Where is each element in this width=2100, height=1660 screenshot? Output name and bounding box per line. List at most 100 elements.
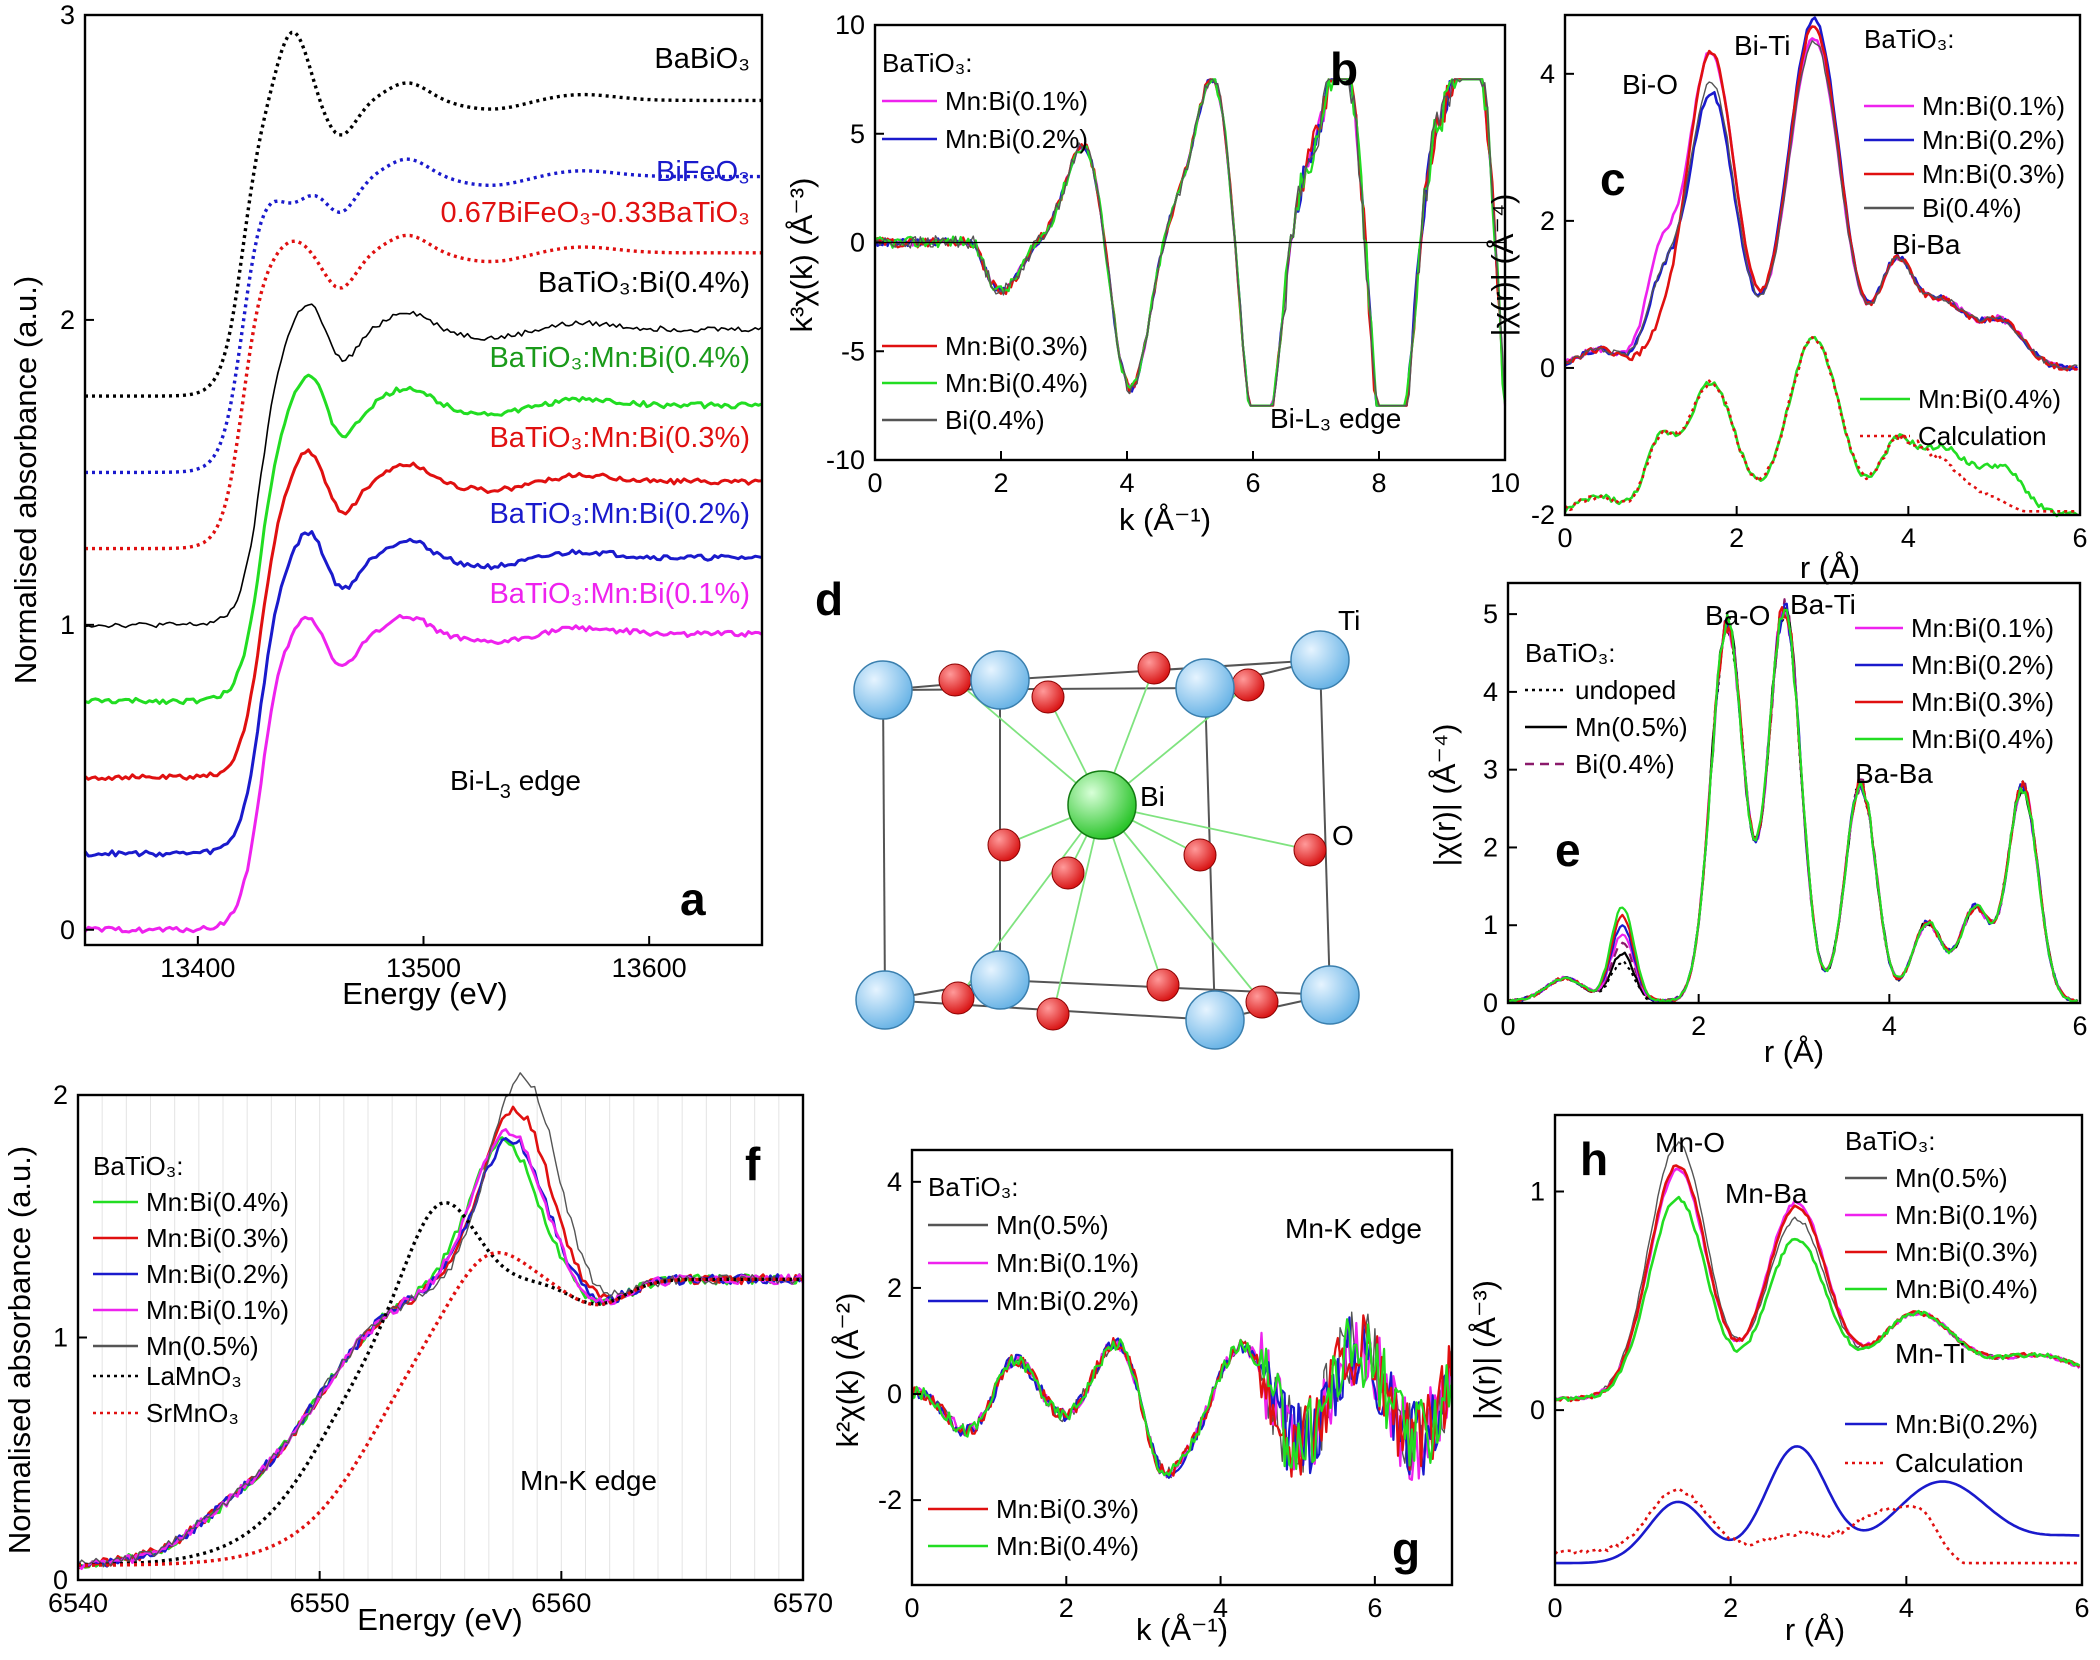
h-xtick-label: 0 xyxy=(1547,1593,1562,1623)
panel-a: 13400 13500 13600 0 1 2 3 Energy (eV) Normalis… xyxy=(8,0,764,1011)
o-atom xyxy=(1183,838,1217,872)
a-label-BaTiO3:Mn:Bi(0.4%): BaTiO₃:Mn:Bi(0.4%) xyxy=(489,342,750,374)
c-xtick-label: 6 xyxy=(2072,523,2087,553)
ti-atom xyxy=(970,650,1030,710)
ti-atom xyxy=(970,950,1030,1010)
b-xtick-label: 8 xyxy=(1371,468,1386,498)
c-xtick-label: 0 xyxy=(1557,523,1572,553)
b-legend-entry: Mn:Bi(0.1%) xyxy=(945,86,1088,116)
a-x-label: Energy (eV) xyxy=(342,976,507,1011)
b-ytick-label: -5 xyxy=(841,336,865,366)
c-axes-frame xyxy=(1563,13,2082,517)
c-xtick-label: 4 xyxy=(1901,523,1916,553)
c-x-label: r (Å) xyxy=(1800,550,1860,585)
h-xtick-label: 4 xyxy=(1899,1593,1914,1623)
a-edge-annotation: Bi-L3 edge xyxy=(450,765,581,803)
e-shell-ba-o: Ba-O xyxy=(1705,600,1770,631)
bi-o-bond xyxy=(1101,804,1311,851)
b-y-label: k³χ(k) (Å⁻³) xyxy=(784,178,819,333)
f-xtick-label: 6550 xyxy=(290,1588,350,1618)
h-legend-entry: Mn:Bi(0.1%) xyxy=(1895,1200,2038,1230)
a-xtick-label: 13400 xyxy=(160,953,235,983)
c-series-Bi(0.4%) xyxy=(1564,40,2078,371)
b-ytick-label: 0 xyxy=(850,228,865,258)
ti-atom xyxy=(855,970,915,1030)
panel-b: 0 2 4 6 8 10 -10 -5 0 5 10 k (Å⁻¹) k³χ(k) (Å⁻³) Bi… xyxy=(784,10,1520,537)
o-atom xyxy=(1245,985,1279,1019)
ti-atom xyxy=(853,660,913,720)
e-ticks: 0 2 4 6 0 1 2 3 4 5 xyxy=(1483,599,2088,1041)
h-legend-title: BaTiO₃: xyxy=(1845,1126,1936,1156)
b-legend-entry: Mn:Bi(0.2%) xyxy=(945,124,1088,154)
a-xtick-label: 13500 xyxy=(386,953,461,983)
h-series-Mn(0.5%) xyxy=(1554,1141,2080,1402)
e-y-label: |χ(r)| (Å⁻⁴) xyxy=(1427,724,1462,867)
bi-o-bond xyxy=(1101,804,1263,1003)
f-xtick-label: 6570 xyxy=(773,1588,833,1618)
a-label-BaTiO3:Mn:Bi(0.3%): BaTiO₃:Mn:Bi(0.3%) xyxy=(489,422,750,454)
b-legend: BaTiO₃: Mn:Bi(0.1%) Mn:Bi(0.2%) Mn:Bi(0.3%)… xyxy=(882,48,1088,435)
f-panel-label: f xyxy=(745,1138,761,1190)
c-series-Mn:Bi(0.3%) xyxy=(1564,25,2078,372)
a-xtick-label: 13600 xyxy=(612,953,687,983)
a-series-BaTiO3:Mn:Bi(0.2%) xyxy=(83,530,763,858)
panel-g: 0 2 4 6 -2 0 2 4 k (Å⁻¹) k²χ(k) (Å⁻²) Mn-K edge… xyxy=(830,1148,1454,1647)
g-ticks: 0 2 4 6 -2 0 2 4 xyxy=(878,1167,1382,1623)
b-ytick-label: 10 xyxy=(835,10,865,40)
b-legend-entry: Mn:Bi(0.4%) xyxy=(945,368,1088,398)
d-panel-label: d xyxy=(815,573,843,625)
panel-e: 0 2 4 6 0 1 2 3 4 5 r (Å) |χ(r)| (Å⁻⁴) e Ba-O Ba-… xyxy=(1427,581,2088,1069)
g-curves xyxy=(910,1311,1453,1481)
b-x-label: k (Å⁻¹) xyxy=(1119,502,1211,537)
ti-atom xyxy=(1300,965,1360,1025)
h-xtick-label: 6 xyxy=(2074,1593,2089,1623)
f-vertical-gridlines xyxy=(101,1095,780,1580)
unit-cell-edge xyxy=(1319,659,1331,996)
e-ytick-label: 2 xyxy=(1483,832,1498,862)
e-xtick-label: 6 xyxy=(2072,1011,2087,1041)
b-curves xyxy=(873,78,1507,407)
f-legend-entry: Mn:Bi(0.3%) xyxy=(146,1223,289,1253)
b-ticks: 0 2 4 6 8 10 -10 -5 0 5 10 xyxy=(826,10,1520,498)
c-legend-title: BaTiO₃: xyxy=(1864,24,1955,54)
c-y-label: |χ(r)| (Å⁻⁴) xyxy=(1485,194,1520,337)
a-ytick-label: 0 xyxy=(60,915,75,945)
a-label-BaTiO3:Mn:Bi(0.1%): BaTiO₃:Mn:Bi(0.1%) xyxy=(489,578,750,610)
c-ytick-label: 2 xyxy=(1540,206,1555,236)
g-ytick-label: 0 xyxy=(887,1379,902,1409)
e-ytick-label: 0 xyxy=(1483,988,1498,1018)
panel-h: 0 2 4 6 0 1 r (Å) |χ(r)| (Å⁻³) h Mn-O Mn-Ba M… xyxy=(1467,1113,2090,1647)
b-xtick-label: 2 xyxy=(993,468,1008,498)
h-ytick-label: 1 xyxy=(1530,1177,1545,1207)
c-legend-entry: Mn:Bi(0.2%) xyxy=(1922,125,2065,155)
a-label-BaBiO3: BaBiO₃ xyxy=(654,43,750,75)
o-atom xyxy=(987,828,1021,862)
bi-o-bond xyxy=(1052,804,1103,1015)
c-shell-bi-ti: Bi-Ti xyxy=(1734,30,1791,61)
f-ytick-label: 1 xyxy=(53,1323,68,1353)
h-legend-entry: Mn:Bi(0.2%) xyxy=(1895,1409,2038,1439)
e-legend-entry: undoped xyxy=(1575,675,1676,705)
c-legend-entry: Bi(0.4%) xyxy=(1922,193,2022,223)
f-xtick-label: 6540 xyxy=(48,1588,108,1618)
b-ytick-label: -10 xyxy=(826,445,865,475)
g-series-Mn:Bi(0.4%) xyxy=(911,1318,1453,1477)
g-axes-frame xyxy=(910,1148,1454,1587)
e-legend: BaTiO₃: undoped Mn(0.5%) Bi(0.4%) Mn:Bi(0.1%… xyxy=(1525,613,2054,779)
bi-atom xyxy=(1067,770,1137,840)
o-atom xyxy=(1293,833,1327,867)
g-ytick-label: 4 xyxy=(887,1167,902,1197)
c-series-Calculation xyxy=(1564,336,2078,513)
a-series-0.67BiFeO3-0.33BaTiO3 xyxy=(85,233,762,551)
unit-cell-edge xyxy=(882,689,886,1001)
h-series-Calculation xyxy=(1554,1487,2080,1565)
a-series-BaTiO3:Mn:Bi(0.1%) xyxy=(83,613,763,934)
a-y-label: Normalised absorbance (a.u.) xyxy=(8,276,43,684)
c-legend-entry: Mn:Bi(0.3%) xyxy=(1922,159,2065,189)
o-atom xyxy=(941,981,975,1015)
h-legend-entry: Mn(0.5%) xyxy=(1895,1163,2008,1193)
o-atom xyxy=(1137,651,1171,685)
b-xtick-label: 0 xyxy=(867,468,882,498)
